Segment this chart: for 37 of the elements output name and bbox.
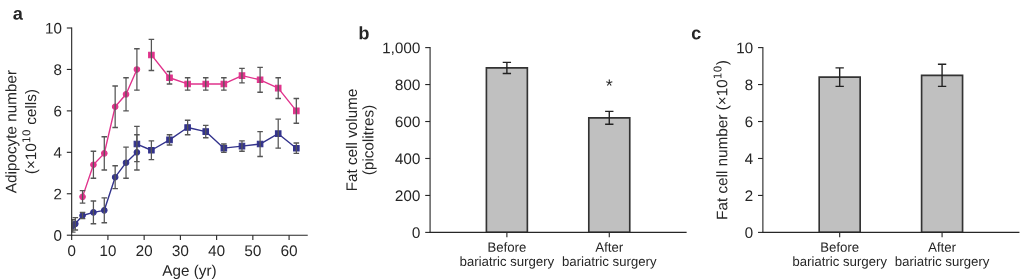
- y-tick-label: 0: [745, 227, 753, 239]
- y-axis-title: Adipocyte number (×10$^{10}$ cells): [5, 70, 40, 194]
- y-tick-label: 2: [54, 188, 62, 200]
- x-tick-label: 40: [208, 245, 225, 257]
- chart-title: c: [691, 29, 701, 40]
- y-tick-label: 4: [53, 147, 62, 158]
- y-axis-title: Fat cell volume (picolitres): [345, 89, 377, 191]
- annotation: *: [606, 79, 613, 86]
- y-tick-label: 800: [395, 79, 420, 91]
- x-tick-label: 20: [136, 245, 153, 257]
- x-tick-label: After bariatric surgery: [895, 242, 990, 269]
- y-tick-label: 6: [54, 105, 62, 117]
- x-tick-label: 10: [100, 245, 116, 257]
- x-tick-label: 0: [68, 245, 76, 257]
- y-tick-label: 400: [395, 153, 420, 165]
- x-tick-label: After bariatric surgery: [562, 242, 657, 269]
- y-tick-label: 4: [745, 153, 753, 165]
- y-tick-label: 2: [745, 190, 753, 201]
- x-tick-label: 50: [244, 245, 261, 257]
- y-tick-label: 10: [46, 22, 62, 34]
- y-tick-label: 1,000: [383, 42, 420, 56]
- y-tick-label: 0: [412, 227, 420, 239]
- x-axis-title: Age (yr): [162, 264, 216, 279]
- x-tick-label: Before bariatric surgery: [460, 242, 555, 269]
- chart-title: a: [13, 9, 23, 20]
- y-tick-label: 10: [737, 42, 753, 54]
- x-tick-label: Before bariatric surgery: [793, 242, 887, 269]
- y-tick-label: 8: [745, 79, 753, 91]
- y-tick-label: 200: [395, 190, 420, 202]
- x-tick-label: 30: [172, 245, 189, 257]
- y-tick-label: 0: [54, 230, 62, 241]
- chart-title: b: [359, 26, 369, 40]
- x-tick-label: 60: [281, 245, 297, 257]
- y-tick-label: 8: [54, 64, 62, 76]
- y-tick-label: 600: [395, 116, 420, 128]
- y-tick-label: 6: [745, 116, 753, 128]
- y-axis-title: Fat cell number (×10$^{10}$): [713, 61, 731, 219]
